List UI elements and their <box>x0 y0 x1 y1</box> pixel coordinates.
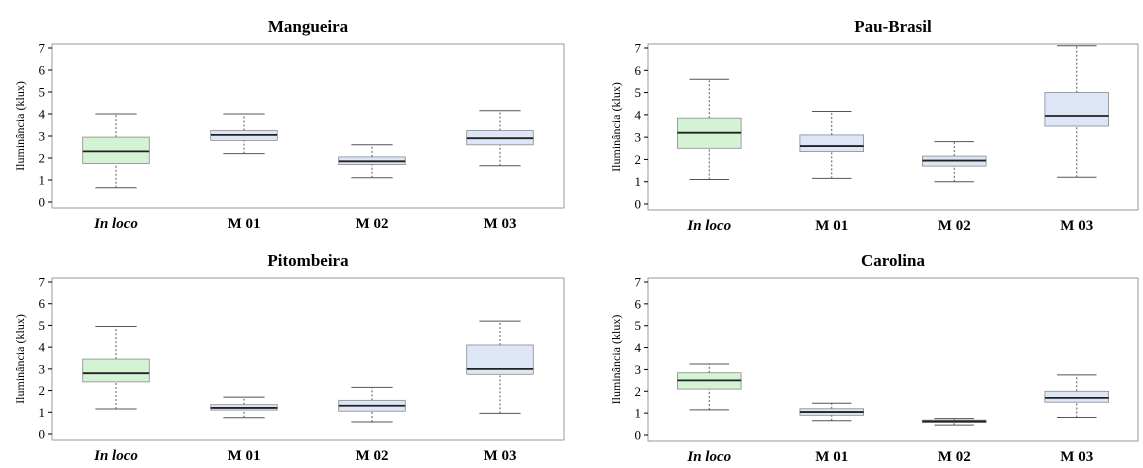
chart-panel-4: Carolina Iluminância (klux) 0 1 2 3 4 5 6 7 In loc… <box>609 251 1139 465</box>
x-category-label: M 02 <box>356 448 389 463</box>
y-tick-label: 2 <box>39 151 46 166</box>
y-tick-label: 4 <box>635 340 642 355</box>
y-tick-label: 2 <box>635 152 642 167</box>
y-tick-label: 0 <box>39 427 46 442</box>
x-category-label: M 03 <box>484 216 517 232</box>
chart-title: Mangueira <box>268 17 349 36</box>
y-tick-label: 7 <box>635 275 642 290</box>
y-tick-label: 5 <box>635 85 642 100</box>
x-category-label: In loco <box>686 218 731 234</box>
y-tick-label: 7 <box>39 275 46 290</box>
box-in-loco <box>82 113 150 189</box>
x-category-label: M 03 <box>1060 449 1093 463</box>
y-tick-label: 4 <box>39 340 46 355</box>
iqr-box <box>1044 390 1110 403</box>
y-tick-label: 1 <box>635 174 642 189</box>
y-tick-label: 2 <box>635 384 642 399</box>
x-category-label: In loco <box>93 216 138 232</box>
plot-frame <box>51 277 565 441</box>
y-tick-label: 4 <box>39 107 46 122</box>
y-tick-label: 7 <box>39 41 46 56</box>
iqr-box <box>799 134 865 153</box>
x-category-label: M 01 <box>815 218 848 234</box>
box-in-loco <box>677 78 742 180</box>
y-tick-label: 5 <box>635 318 642 333</box>
y-tick-label: 6 <box>635 63 642 78</box>
y-tick-label: 1 <box>635 406 642 421</box>
y-tick-label: 6 <box>39 63 46 78</box>
box-m-02 <box>922 418 987 426</box>
box-m-03 <box>466 110 534 167</box>
iqr-box <box>82 136 150 164</box>
box-m-03 <box>1044 374 1110 419</box>
chart-panel-1: Mangueira Iluminância (klux) 0 1 2 3 4 5 6 7 In lo… <box>13 17 565 232</box>
y-axis-label: Iluminância (klux) <box>13 314 27 404</box>
x-category-label: In loco <box>686 449 731 463</box>
box-m-02 <box>338 386 406 423</box>
y-tick-label: 3 <box>39 361 46 376</box>
box-m-02 <box>922 141 987 183</box>
y-tick-label: 0 <box>635 197 642 212</box>
chart-title: Pau-Brasil <box>854 17 932 36</box>
y-axis-label: Iluminância (klux) <box>13 81 27 171</box>
chart-title: Carolina <box>861 251 925 270</box>
y-tick-label: 5 <box>39 318 46 333</box>
x-category-label: M 03 <box>1060 218 1093 234</box>
y-tick-label: 6 <box>635 296 642 311</box>
y-tick-label: 7 <box>635 41 642 56</box>
x-category-label: M 01 <box>228 448 261 463</box>
y-tick-label: 2 <box>39 383 46 398</box>
y-axis-label: Iluminância (klux) <box>609 315 623 405</box>
x-category-label: In loco <box>93 448 138 463</box>
x-category-label: M 01 <box>228 216 261 232</box>
chart-panel-3: Pitombeira Iluminância (klux) 0 1 2 3 4 5 6 7 In l… <box>13 251 565 464</box>
y-tick-label: 5 <box>39 85 46 100</box>
x-category-label: M 01 <box>815 449 848 463</box>
x-category-label: M 03 <box>484 448 517 463</box>
plot-frame <box>647 43 1139 211</box>
y-tick-label: 1 <box>39 405 46 420</box>
box-m-02 <box>338 144 406 179</box>
y-tick-label: 0 <box>39 195 46 210</box>
y-tick-label: 0 <box>635 428 642 443</box>
y-tick-label: 3 <box>635 130 642 145</box>
y-tick-label: 3 <box>39 129 46 144</box>
chart-panel-2: Pau-Brasil Iluminância (klux) 0 1 2 3 4 5 6 7 In l… <box>609 17 1139 234</box>
x-category-label: M 02 <box>938 218 971 234</box>
box-in-loco <box>82 326 150 410</box>
iqr-box <box>1044 92 1110 127</box>
x-category-label: M 02 <box>356 216 389 232</box>
box-m-03 <box>466 320 534 414</box>
plot-frame <box>51 43 565 209</box>
box-m-01 <box>799 111 865 179</box>
x-category-label: M 02 <box>938 449 971 463</box>
y-axis-label: Iluminância (klux) <box>609 82 623 172</box>
y-tick-label: 6 <box>39 296 46 311</box>
box-in-loco <box>677 363 742 411</box>
y-tick-label: 4 <box>635 107 642 122</box>
box-m-01 <box>799 402 865 422</box>
y-tick-label: 1 <box>39 173 46 188</box>
y-tick-label: 3 <box>635 362 642 377</box>
box-m-03 <box>1044 45 1110 178</box>
chart-title: Pitombeira <box>267 251 349 270</box>
box-m-01 <box>210 113 278 155</box>
box-m-01 <box>210 396 278 419</box>
plot-frame <box>647 277 1139 442</box>
iqr-box <box>466 344 534 375</box>
iqr-box <box>82 358 150 383</box>
